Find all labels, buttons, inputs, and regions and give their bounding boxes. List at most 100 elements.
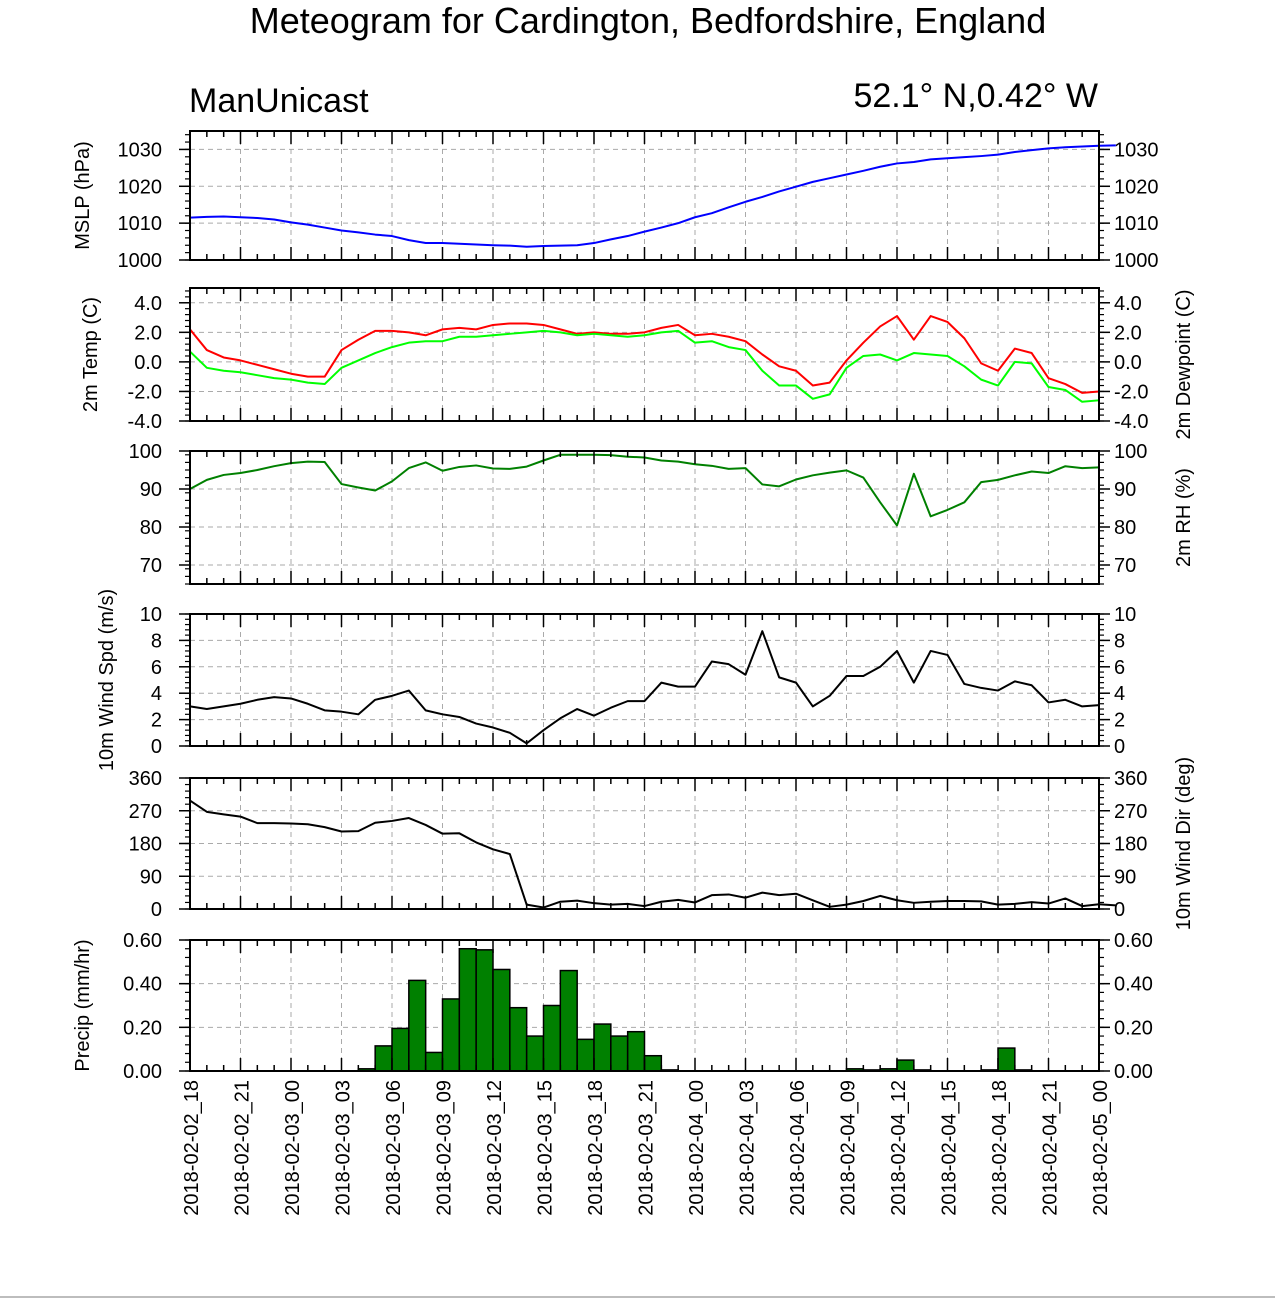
y-tick-label: 6 [151, 657, 162, 679]
y-tick-label: 0.60 [123, 930, 162, 952]
y-tick-label: 4 [151, 683, 162, 705]
series-line-mslp [189, 144, 1116, 248]
precip-bar [475, 949, 494, 1072]
y-tick-label: 1000 [118, 250, 163, 272]
y-axis-label: 2m Temp (C) [80, 297, 102, 412]
precip-bar [559, 969, 578, 1072]
precip-bar [441, 998, 461, 1072]
x-tick-label: 2018-02-04_15 [939, 1080, 961, 1216]
y-tick-label-right: 10 [1114, 604, 1136, 626]
y-tick-label-right: 0 [1114, 736, 1125, 758]
x-tick-label: 2018-02-04_06 [787, 1080, 809, 1216]
precip-bar [643, 1054, 663, 1072]
series-line-temp [189, 329, 1100, 403]
precip-bar [576, 1038, 595, 1072]
y-tick-label-right: 180 [1114, 834, 1147, 856]
precip-bar [509, 1006, 528, 1072]
x-tick-label: 2018-02-04_21 [1040, 1080, 1062, 1216]
x-tick-label: 2018-02-04_00 [686, 1080, 708, 1216]
y-tick-label: 180 [129, 834, 162, 856]
y-tick-label: -4.0 [128, 411, 162, 433]
precip-bar [374, 1045, 393, 1072]
y-tick-label: 4.0 [134, 293, 162, 315]
y-tick-label: 90 [140, 866, 162, 888]
series-line-wind_speed [189, 630, 1100, 745]
y-tick-label: 70 [140, 555, 162, 577]
header-svg: Meteogram for Cardington, Bedfordshire, … [189, 0, 1098, 120]
y-tick-label: 100 [129, 441, 162, 463]
precip-bar [424, 1051, 444, 1072]
y-tick-label-right: 4.0 [1114, 293, 1142, 315]
precip-bar [593, 1023, 612, 1072]
precip-bar [408, 979, 427, 1072]
y-tick-label-right: 270 [1114, 801, 1147, 823]
y-tick-label: 80 [140, 517, 162, 539]
y-tick-label: 270 [129, 801, 162, 823]
y-tick-label: 8 [151, 630, 162, 652]
y-tick-label-right: 1020 [1114, 176, 1159, 198]
y-axis-label: MSLP (hPa) [72, 141, 94, 250]
precip-bar [391, 1027, 410, 1072]
y-tick-label-right: 90 [1114, 866, 1136, 888]
y-tick-label: 0.20 [123, 1017, 162, 1039]
location-label: 52.1° N,0.42° W [853, 77, 1098, 115]
x-tick-label: 2018-02-02_21 [232, 1080, 254, 1216]
precip-bar [542, 1004, 562, 1072]
y-tick-label: 0.40 [123, 974, 162, 996]
y-tick-label: 0 [151, 899, 162, 921]
precip-bar [626, 1030, 646, 1072]
x-tick-label: 2018-02-04_09 [838, 1080, 860, 1216]
y-tick-label: 1010 [118, 213, 163, 235]
y-tick-label: 0 [151, 736, 162, 758]
bottom-divider [0, 1296, 1275, 1298]
x-tick-label: 2018-02-03_18 [585, 1080, 607, 1216]
y-tick-label-right: 90 [1114, 479, 1136, 501]
panel-temp: -4.0 -4.0 -2.0 -2.0 0.0 0.0 2.0 2.0 4.0 4.0 2m Tem… [80, 287, 1195, 440]
y-tick-label: 1020 [118, 176, 163, 198]
y-tick-label-right: 0.20 [1114, 1017, 1153, 1039]
x-tick-label: 2018-02-02_18 [181, 1080, 203, 1216]
x-tick-label: 2018-02-03_15 [535, 1080, 557, 1216]
x-axis-labels: 2018-02-02_18 2018-02-02_21 2018-02-03_00 2… [181, 1080, 1112, 1216]
x-tick-label: 2018-02-03_03 [333, 1080, 355, 1216]
y-axis-label-right: 2m RH (%) [1173, 468, 1195, 567]
y-tick-label: 0.00 [123, 1061, 162, 1083]
y-tick-label-right: 0.40 [1114, 974, 1153, 996]
y-tick-label: 1030 [118, 139, 163, 161]
x-tick-label: 2018-02-03_21 [636, 1080, 658, 1216]
y-tick-label-right: 8 [1114, 630, 1125, 652]
y-tick-label-right: 70 [1114, 555, 1136, 577]
x-tick-label: 2018-02-03_09 [434, 1080, 456, 1216]
panel-rh: 70 70 80 80 90 90 100 100 2m RH (%) [129, 441, 1195, 585]
x-tick-label: 2018-02-03_12 [484, 1080, 506, 1216]
chart-title: Meteogram for Cardington, Bedfordshire, … [250, 0, 1046, 41]
y-tick-label-right: 0 [1114, 899, 1125, 921]
y-tick-label: 90 [140, 479, 162, 501]
y-tick-label-right: 2 [1114, 710, 1125, 732]
panel-mslp: 1000 1000 1010 1010 1020 1020 1030 1030 MSLP (hP… [72, 130, 1159, 272]
panel-precip: 0.00 0.00 0.20 0.20 0.40 0.40 0.60 0.60 Precip (… [72, 930, 1153, 1083]
y-tick-label-right: 6 [1114, 657, 1125, 679]
precip-bar [458, 947, 477, 1072]
precip-bar [997, 1047, 1016, 1072]
y-tick-label: 360 [129, 768, 162, 790]
y-tick-label: 2 [151, 710, 162, 732]
x-tick-label: 2018-02-05_00 [1090, 1080, 1112, 1216]
y-tick-label-right: 360 [1114, 768, 1147, 790]
y-tick-label-right: 80 [1114, 517, 1136, 539]
y-tick-label: 0.0 [134, 352, 162, 374]
model-label: ManUnicast [189, 82, 369, 120]
precip-bar [525, 1035, 545, 1072]
y-tick-label: 2.0 [134, 322, 162, 344]
series-line-temp [189, 315, 1100, 394]
y-tick-label-right: 0.0 [1114, 352, 1142, 374]
precip-bar [492, 968, 511, 1072]
panel-wind_dir: 0 0 90 90 180 180 270 270 360 360 10m Wind Dir (de… [129, 757, 1195, 930]
x-tick-label: 2018-02-04_12 [888, 1080, 910, 1216]
panel-wind_speed: 0 0 2 2 4 4 6 6 8 8 10 10 10m Wind Spd (m/s) [96, 589, 1136, 771]
y-tick-label-right: 0.00 [1114, 1061, 1153, 1083]
y-tick-label-right: -2.0 [1114, 381, 1148, 403]
y-tick-label-right: 2.0 [1114, 322, 1142, 344]
y-tick-label-right: 1000 [1114, 250, 1159, 272]
